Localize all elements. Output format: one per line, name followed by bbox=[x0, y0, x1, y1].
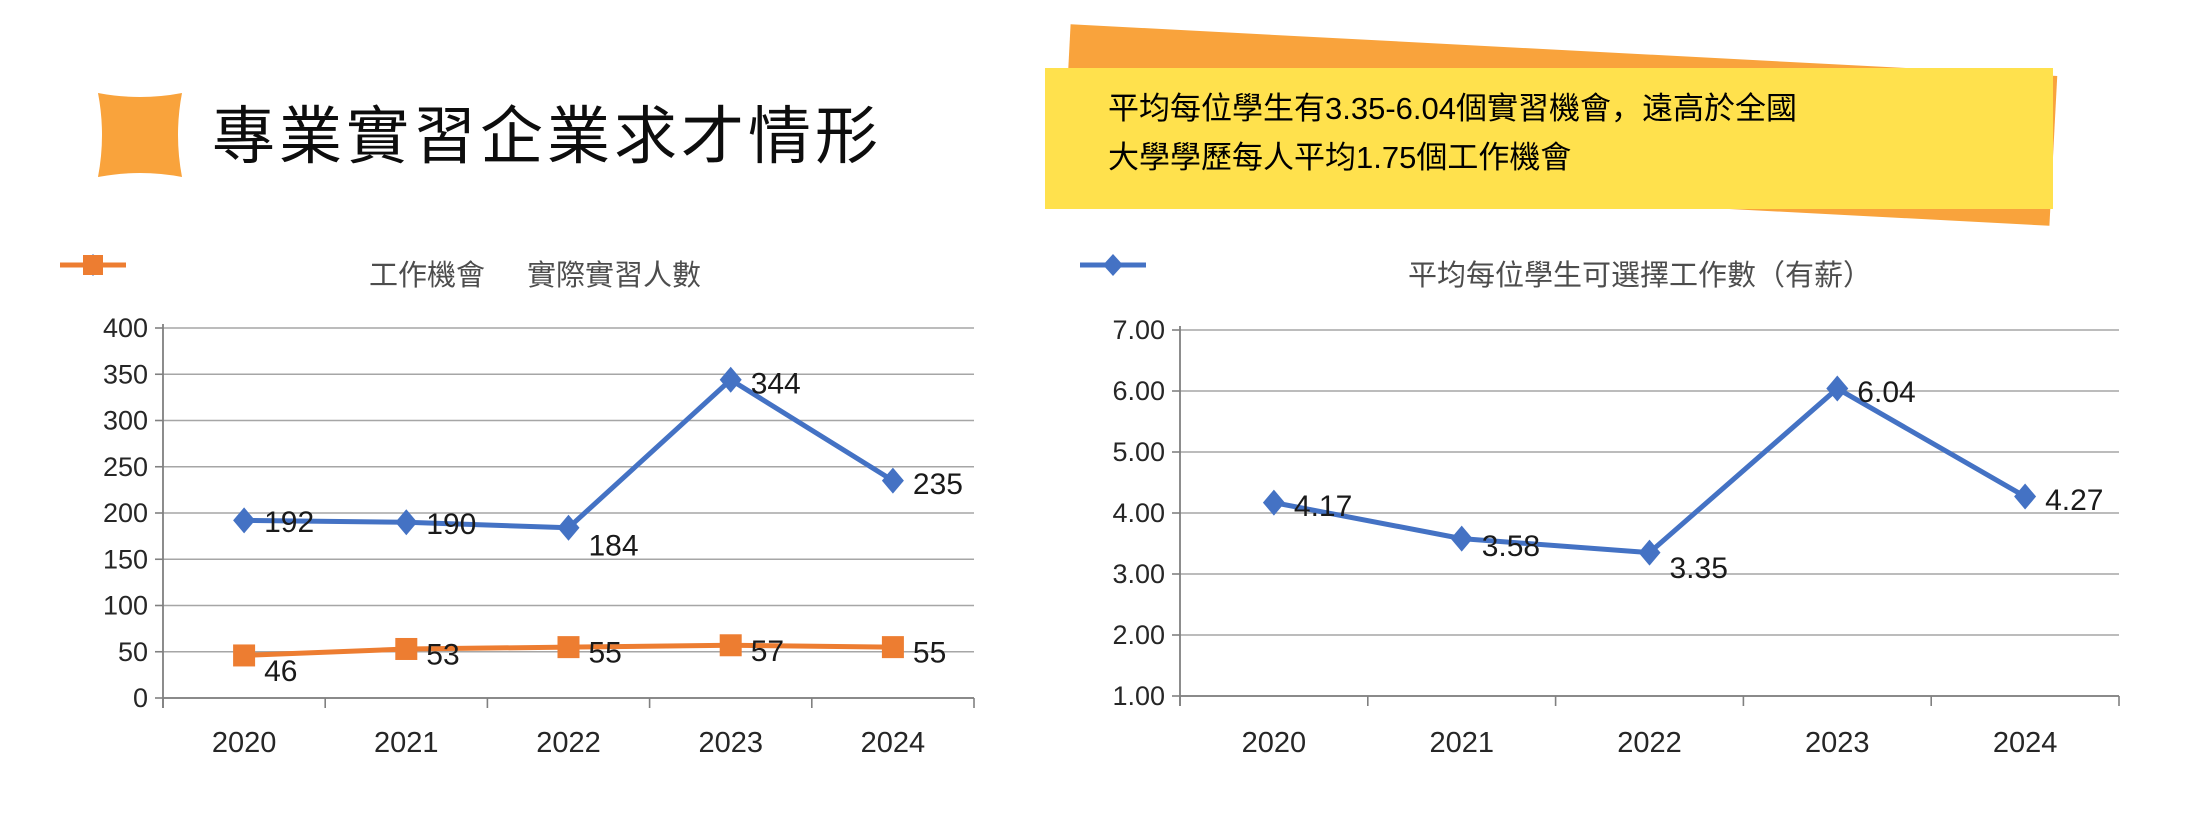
x-category-label: 2020 bbox=[212, 727, 277, 759]
callout-box: 平均每位學生有3.35-6.04個實習機會，遠高於全國 大學學歷每人平均1.75… bbox=[1045, 68, 2053, 209]
legend-item-jobs-per-student[interactable]: 平均每位學生可選擇工作數（有薪） bbox=[1080, 252, 1872, 294]
series-line bbox=[1271, 386, 2028, 556]
x-category-label: 2020 bbox=[1242, 727, 1307, 759]
data-point-marker[interactable] bbox=[881, 467, 904, 494]
data-point-marker[interactable] bbox=[719, 366, 742, 393]
legend-marker-blue-diamond-icon bbox=[1080, 254, 1146, 276]
x-category-label: 2021 bbox=[374, 727, 439, 759]
data-point-marker[interactable] bbox=[233, 507, 256, 534]
y-tick-label: 4.00 bbox=[1112, 498, 1165, 528]
data-point-marker[interactable] bbox=[2014, 483, 2037, 510]
data-point-label: 184 bbox=[589, 529, 639, 562]
chart-jobs-per-student: 平均每位學生可選擇工作數（有薪） 1.00 2.00 3.00 4.00 5.00 6.0… bbox=[1080, 240, 2200, 795]
callout-line-1: 平均每位學生有3.35-6.04個實習機會，遠高於全國 bbox=[1108, 91, 1797, 126]
chart1-legend: 工作機會 實際實習人數 bbox=[60, 252, 1010, 294]
data-point-marker[interactable] bbox=[395, 509, 418, 536]
data-point-label: 53 bbox=[426, 638, 459, 671]
x-category-label: 2022 bbox=[1617, 727, 1682, 759]
data-point-label: 3.58 bbox=[1482, 530, 1540, 563]
data-point-label: 190 bbox=[426, 508, 476, 541]
y-tick-label: 350 bbox=[103, 359, 148, 389]
series-line bbox=[241, 377, 896, 531]
x-category-label: 2024 bbox=[861, 727, 926, 759]
data-point-label: 46 bbox=[264, 655, 297, 688]
data-point-label: 57 bbox=[751, 635, 784, 668]
y-tick-label: 300 bbox=[103, 406, 148, 436]
legend-label: 實際實習人數 bbox=[527, 260, 702, 292]
legend-label: 工作機會 bbox=[368, 260, 485, 292]
data-point-label: 55 bbox=[913, 637, 946, 670]
y-tick-label: 100 bbox=[103, 591, 148, 621]
data-point-marker[interactable] bbox=[395, 637, 418, 660]
data-point-marker[interactable] bbox=[1826, 375, 1849, 402]
y-tick-label: 1.00 bbox=[1112, 681, 1165, 711]
data-point-label: 4.27 bbox=[2045, 484, 2103, 517]
x-category-label: 2022 bbox=[536, 727, 601, 759]
data-point-label: 235 bbox=[913, 468, 963, 501]
x-category-label: 2023 bbox=[1805, 727, 1870, 759]
data-point-marker[interactable] bbox=[557, 514, 580, 541]
data-point-label: 344 bbox=[751, 367, 801, 400]
legend-label: 平均每位學生可選擇工作數（有薪） bbox=[1407, 260, 1872, 292]
data-point-marker[interactable] bbox=[557, 636, 580, 659]
data-point-marker[interactable] bbox=[233, 644, 256, 667]
x-category-label: 2023 bbox=[698, 727, 763, 759]
y-tick-label: 250 bbox=[103, 452, 148, 482]
chart-job-openings: 工作機會 實際實習人數 0 50 100 150 200 250 300 350 400 2020… bbox=[60, 240, 1010, 795]
y-tick-label: 200 bbox=[103, 498, 148, 528]
x-category-label: 2024 bbox=[1993, 727, 2058, 759]
data-point-label: 3.35 bbox=[1670, 552, 1728, 585]
y-tick-label: 6.00 bbox=[1112, 376, 1165, 406]
y-tick-label: 2.00 bbox=[1112, 620, 1165, 650]
data-point-label: 55 bbox=[589, 637, 622, 670]
y-tick-label: 0 bbox=[133, 683, 148, 713]
line-chart-canvas: 1.00 2.00 3.00 4.00 5.00 6.00 7.00 2020 2021 2022… bbox=[1112, 315, 2120, 759]
data-point-marker[interactable] bbox=[1450, 525, 1473, 552]
y-tick-label: 50 bbox=[118, 637, 148, 667]
data-point-label: 192 bbox=[264, 506, 314, 539]
data-point-label: 6.04 bbox=[1857, 376, 1915, 409]
legend-marker-orange-square-icon bbox=[60, 255, 126, 275]
chart2-legend: 平均每位學生可選擇工作數（有薪） bbox=[1080, 252, 2200, 294]
y-tick-label: 3.00 bbox=[1112, 559, 1165, 589]
callout-line-2: 大學學歷每人平均1.75個工作機會 bbox=[1108, 140, 1572, 175]
data-point-marker[interactable] bbox=[881, 636, 904, 659]
legend-item-jobs[interactable]: 工作機會 bbox=[60, 252, 485, 294]
y-tick-label: 5.00 bbox=[1112, 437, 1165, 467]
pillow-square-icon bbox=[98, 93, 182, 177]
data-point-marker[interactable] bbox=[719, 634, 742, 657]
line-chart-canvas: 0 50 100 150 200 250 300 350 400 2020 2021 2022 2023… bbox=[103, 313, 975, 759]
y-tick-label: 7.00 bbox=[1112, 315, 1165, 345]
x-category-label: 2021 bbox=[1429, 727, 1494, 759]
legend-item-interns[interactable]: 實際實習人數 bbox=[60, 252, 702, 294]
y-tick-label: 400 bbox=[103, 313, 148, 343]
data-point-marker[interactable] bbox=[1638, 539, 1661, 566]
data-point-marker[interactable] bbox=[1262, 489, 1285, 516]
data-point-label: 4.17 bbox=[1294, 490, 1352, 523]
page-title: 專業實習企業求才情形 bbox=[212, 102, 882, 172]
y-tick-label: 150 bbox=[103, 544, 148, 574]
